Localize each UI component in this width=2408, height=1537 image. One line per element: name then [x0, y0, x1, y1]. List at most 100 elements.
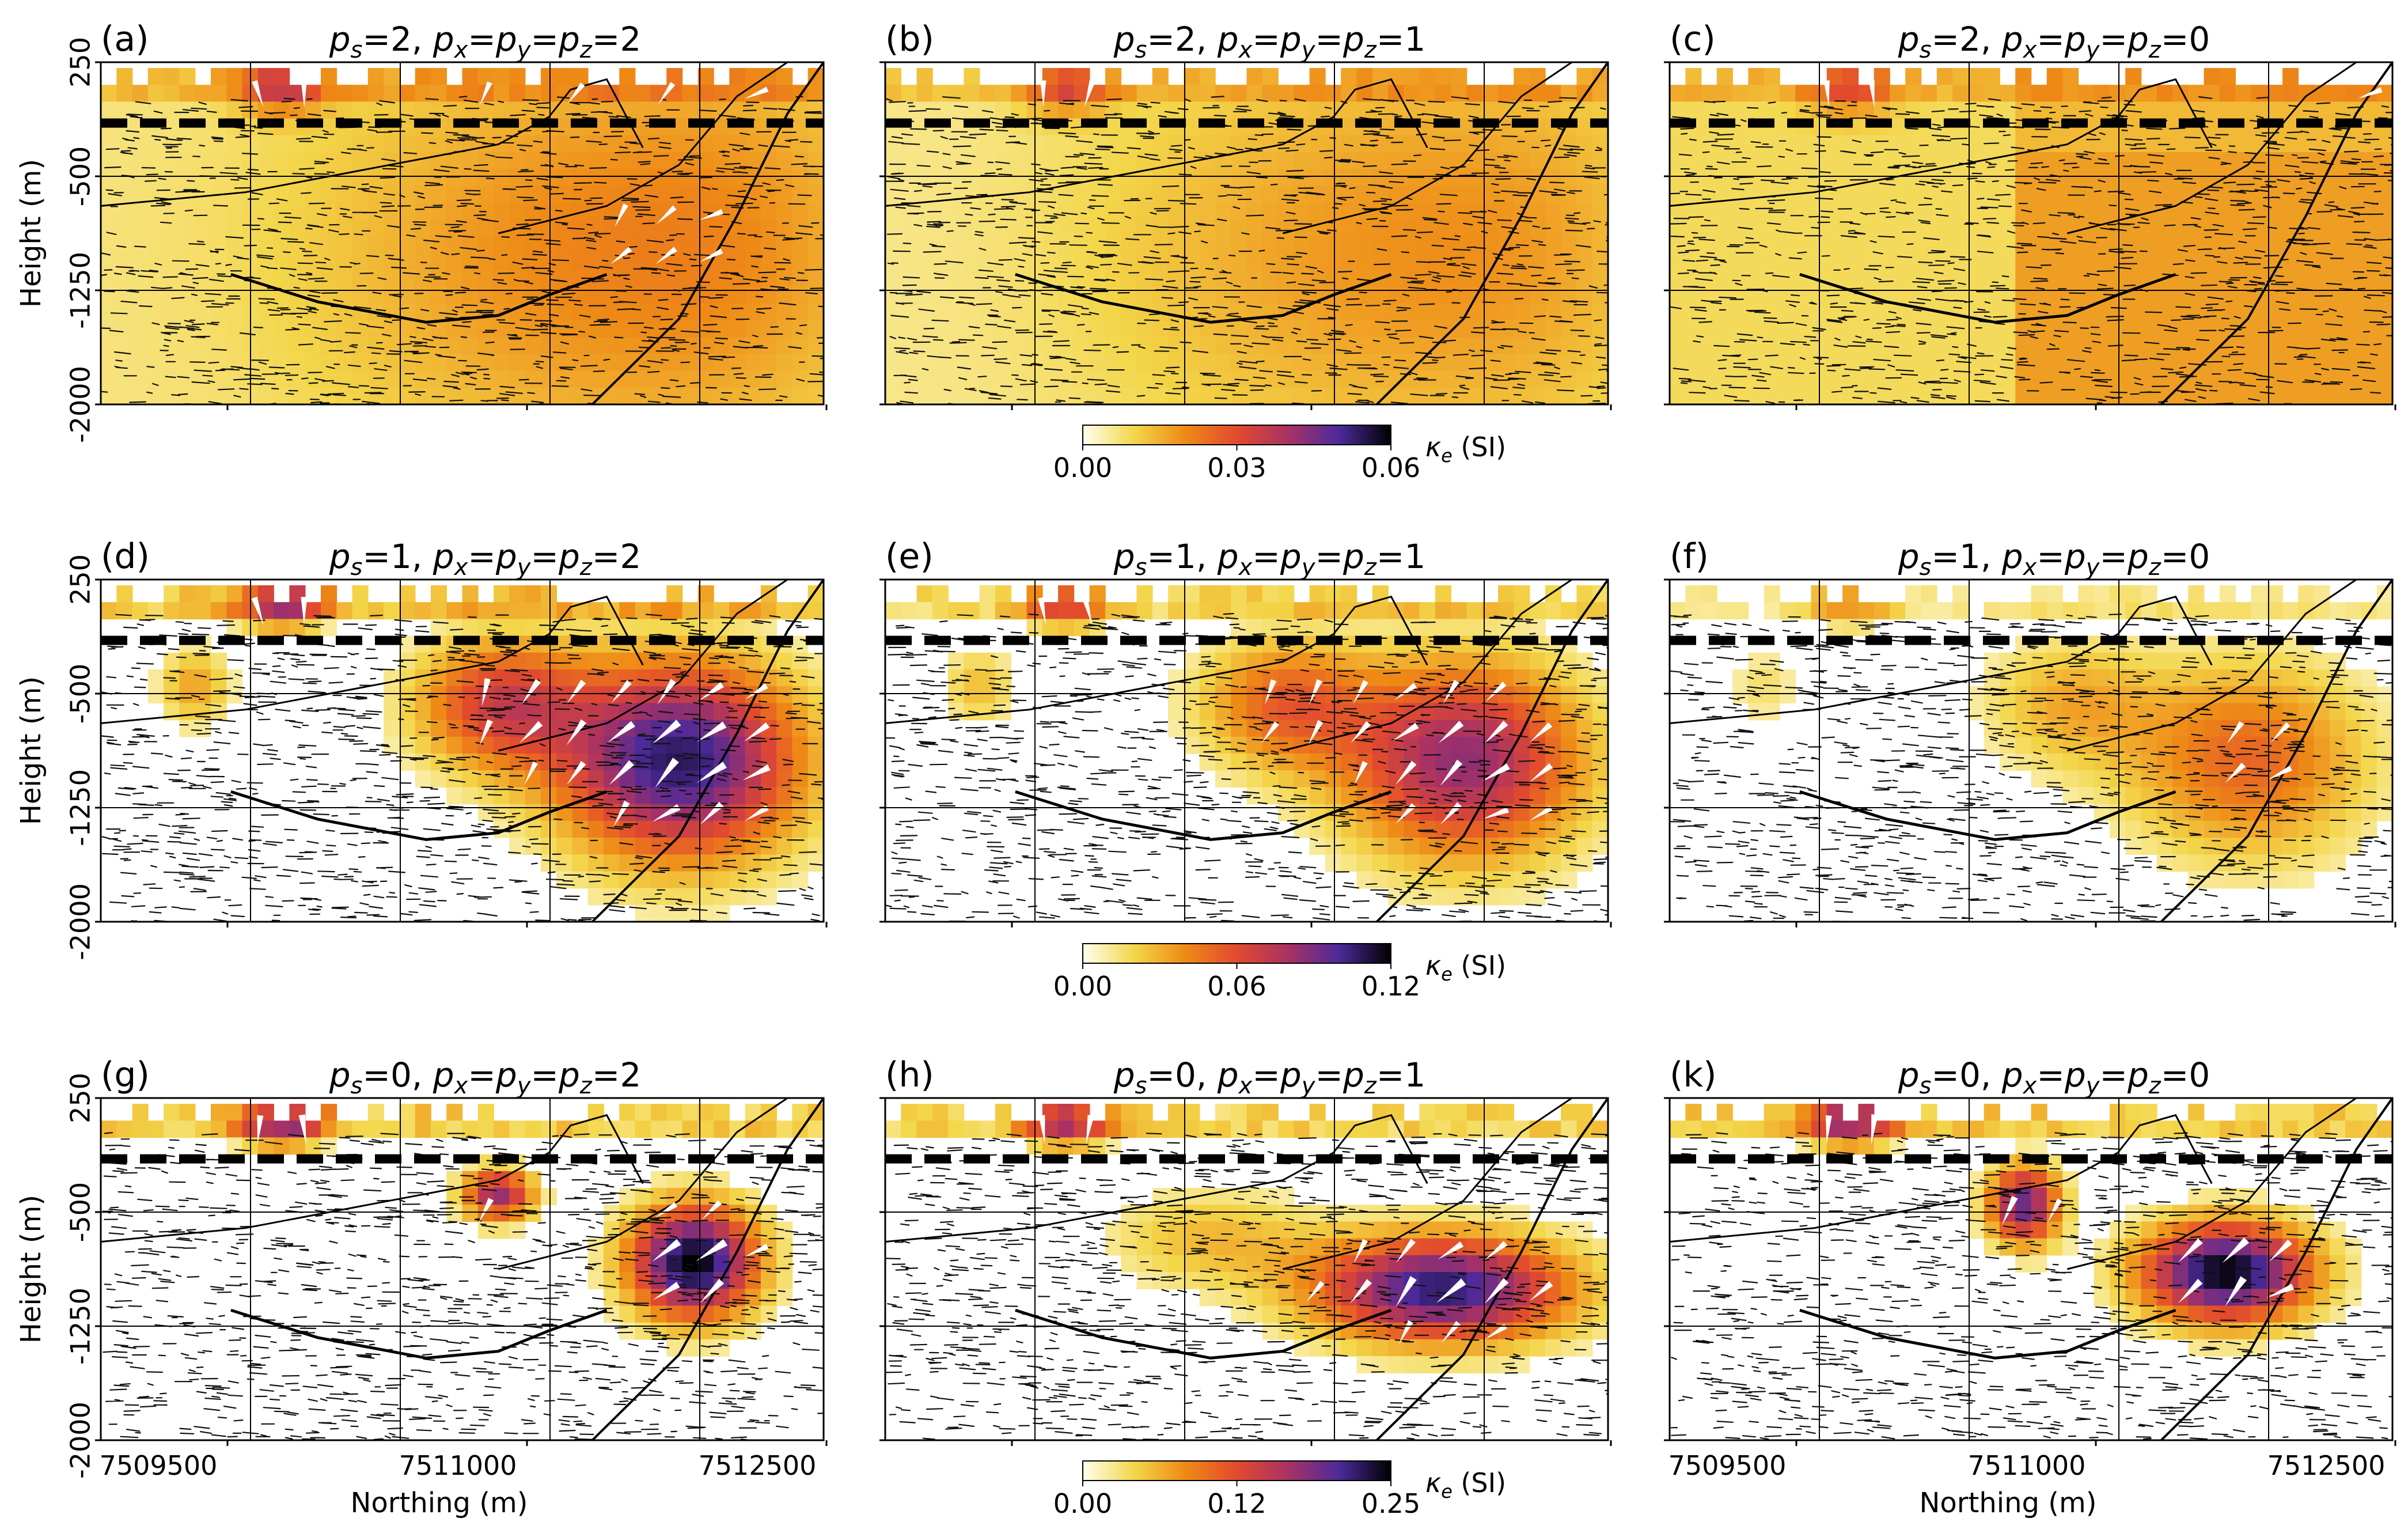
- heatmap-cell: [2204, 152, 2220, 169]
- heatmap-cell: [2219, 703, 2236, 721]
- heatmap-cell: [682, 1188, 699, 1205]
- heatmap-cell: [147, 135, 164, 153]
- heatmap-cell: [211, 270, 227, 287]
- heatmap-cell: [1356, 135, 1373, 153]
- heatmap-cell: [509, 85, 526, 103]
- heatmap-cell: [1498, 186, 1515, 203]
- panel-label: (b): [885, 19, 934, 59]
- heatmap-cell: [1325, 1238, 1341, 1256]
- heatmap-cell: [1968, 101, 1985, 119]
- heatmap-cell: [1748, 68, 1765, 85]
- heatmap-cell: [2251, 354, 2267, 372]
- heatmap-cell: [352, 354, 369, 372]
- heatmap-cell: [1670, 219, 1686, 237]
- heatmap-cell: [1874, 219, 1890, 237]
- heatmap-cell: [2298, 871, 2315, 889]
- heatmap-cell: [384, 387, 400, 404]
- heatmap-cell: [211, 1120, 227, 1138]
- heatmap-cell: [1874, 236, 1890, 253]
- interpreted-horizon: [1375, 62, 1608, 404]
- panel-e: (e) ps=1, px=py=pz=1: [879, 536, 1612, 928]
- heatmap-cell: [2078, 85, 2095, 103]
- heatmap-cell: [1168, 1120, 1185, 1138]
- heatmap-cell: [1921, 585, 1937, 603]
- heatmap-cell: [1921, 286, 1937, 304]
- magnetization-arrow: [480, 81, 492, 106]
- heatmap-cell: [462, 585, 479, 603]
- heatmap-cell: [1262, 1305, 1279, 1323]
- heatmap-cell: [729, 754, 746, 771]
- heatmap-cell: [1121, 85, 1137, 103]
- heatmap-cell: [226, 202, 243, 220]
- heatmap-cell: [2125, 585, 2142, 603]
- heatmap-cell: [1529, 202, 1546, 220]
- heatmap-cell: [682, 1289, 699, 1307]
- heatmap-cell: [2314, 736, 2330, 754]
- heatmap-cell: [1482, 186, 1499, 203]
- heatmap-cell: [179, 219, 196, 237]
- heatmap-cell: [1905, 337, 1922, 355]
- heatmap-cell: [587, 602, 604, 620]
- heatmap-cell: [179, 703, 196, 721]
- heatmap-cell: [1890, 101, 1906, 119]
- heatmap-cell: [714, 888, 730, 906]
- heatmap-cell: [1184, 219, 1200, 237]
- heatmap-cell: [682, 703, 699, 721]
- heatmap-cell: [1199, 135, 1216, 153]
- heatmap-cell: [995, 370, 1012, 388]
- heatmap-cell: [650, 1104, 667, 1121]
- heatmap-cell: [147, 169, 164, 187]
- heatmap-cell: [101, 286, 117, 304]
- heatmap-cell: [635, 202, 651, 220]
- heatmap-cell: [1921, 354, 1937, 372]
- heatmap-cell: [792, 286, 809, 304]
- heatmap-cell: [1184, 354, 1200, 372]
- heatmap-cell: [2329, 703, 2346, 721]
- heatmap-cell: [1732, 135, 1749, 153]
- heatmap-cell: [415, 202, 431, 220]
- heatmap-cell: [525, 354, 541, 372]
- heatmap-cell: [1936, 219, 1953, 237]
- heatmap-cell: [1466, 787, 1483, 805]
- heatmap-cell: [964, 152, 980, 169]
- heatmap-cell: [1435, 585, 1451, 603]
- heatmap-cell: [2172, 152, 2189, 169]
- heatmap-cell: [650, 286, 667, 304]
- heatmap-cell: [195, 703, 211, 721]
- heatmap-cell: [619, 838, 636, 855]
- heatmap-cell: [916, 370, 933, 388]
- heatmap-cell: [430, 68, 447, 85]
- heatmap-cell: [1215, 286, 1231, 304]
- heatmap-cell: [995, 585, 1012, 603]
- heatmap-cell: [1466, 854, 1483, 872]
- heatmap-cell: [509, 619, 526, 637]
- heatmap-cell: [1136, 1272, 1153, 1289]
- heatmap-cell: [807, 85, 824, 103]
- heatmap-cell: [666, 286, 683, 304]
- heatmap-cell: [352, 270, 369, 287]
- heatmap-cell: [164, 303, 180, 321]
- heatmap-cell: [415, 152, 431, 169]
- heatmap-cell: [1136, 202, 1153, 220]
- heatmap-cell: [2141, 219, 2157, 237]
- heatmap-cell: [2266, 202, 2283, 220]
- heatmap-cell: [1419, 118, 1436, 136]
- heatmap-cell: [195, 186, 211, 203]
- heatmap-cell: [462, 736, 479, 754]
- heatmap-cell: [1905, 85, 1922, 103]
- heatmap-cell: [1404, 1120, 1420, 1138]
- heatmap-cell: [2251, 1104, 2267, 1121]
- heatmap-cell: [1748, 387, 1765, 404]
- heatmap-cell: [1246, 1255, 1263, 1273]
- heatmap-cell: [2094, 703, 2110, 721]
- heatmap-cell: [1529, 1305, 1546, 1323]
- heatmap-cell: [1419, 1272, 1436, 1289]
- heatmap-cell: [1074, 202, 1090, 220]
- heatmap-cell: [792, 320, 809, 338]
- heatmap-cell: [1999, 303, 2016, 321]
- interpreted-horizon: [101, 78, 644, 207]
- heatmap-cell: [1514, 1322, 1530, 1340]
- heatmap-cell: [1968, 85, 1985, 103]
- heatmap-cell: [1278, 736, 1295, 754]
- heatmap-cell: [116, 387, 133, 404]
